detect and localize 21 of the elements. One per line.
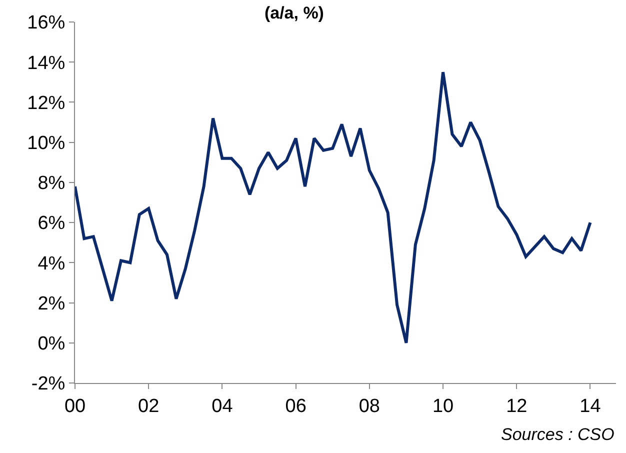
x-tick-label: 12: [506, 396, 528, 417]
y-tick-label: 10%: [27, 132, 66, 154]
x-tick-label: 02: [138, 396, 160, 417]
y-tick-label: 4%: [38, 253, 66, 274]
x-tick-label: 08: [358, 396, 380, 417]
x-tick-label: 10: [432, 396, 454, 417]
x-tick-label: 06: [285, 396, 306, 417]
y-tick-label: 6%: [38, 213, 66, 234]
x-tick-label: 04: [212, 396, 234, 417]
y-tick-label: 0%: [38, 334, 66, 355]
line-series: [75, 70, 592, 344]
source-note: Sources : CSO: [501, 425, 614, 444]
y-tick-label: 14%: [27, 52, 66, 74]
y-tick-label: 16%: [27, 12, 66, 34]
x-tick-label: 00: [64, 396, 86, 417]
y-tick-label: 2%: [38, 293, 66, 314]
y-tick-label: -2%: [31, 374, 66, 395]
x-tick-label: 14: [580, 396, 602, 417]
y-tick-label: 12%: [27, 92, 66, 114]
chart-title: (a/a, %): [264, 4, 324, 23]
y-tick-label: 8%: [38, 173, 66, 194]
